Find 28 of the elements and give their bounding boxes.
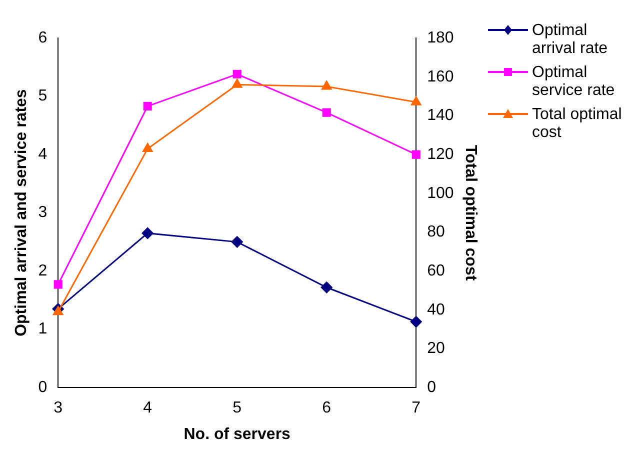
y2-tick-label: 20 [427, 340, 446, 358]
y-tick-label: 5 [38, 88, 48, 105]
x-axis-title: No. of servers [184, 426, 291, 443]
y2-tick-label: 120 [427, 146, 454, 163]
legend-label: Optimal arrival rate [532, 22, 609, 58]
y-tick-label: 0 [38, 379, 48, 396]
y-tick-label: 1 [38, 320, 48, 338]
legend-label: Optimal service rate [532, 64, 616, 100]
y2-tick-label: 0 [427, 379, 436, 396]
x-tick-label: 7 [412, 400, 421, 417]
y2-tick-label: 80 [427, 224, 446, 241]
y2-tick-label: 180 [427, 29, 454, 46]
y2-tick-label: 140 [427, 107, 454, 124]
x-tick-label: 5 [232, 400, 242, 417]
y-axis-title: Optimal arrival and service rates [13, 89, 30, 336]
y2-tick-label: 40 [427, 301, 446, 318]
x-tick-label: 3 [54, 400, 63, 417]
y-tick-label: 3 [38, 204, 48, 222]
y-tick-label: 2 [38, 262, 48, 280]
y2-tick-label: 60 [427, 262, 446, 280]
y2-tick-label: 100 [427, 184, 454, 202]
legend-label: Total optimal cost [532, 106, 623, 142]
y2-tick-label: 160 [427, 68, 454, 86]
x-tick-label: 6 [322, 400, 332, 417]
y-tick-label: 4 [38, 146, 48, 163]
x-tick-label: 4 [143, 400, 152, 417]
y2-axis-title: Total optimal cost [462, 144, 479, 282]
y-tick-label: 6 [38, 29, 48, 46]
